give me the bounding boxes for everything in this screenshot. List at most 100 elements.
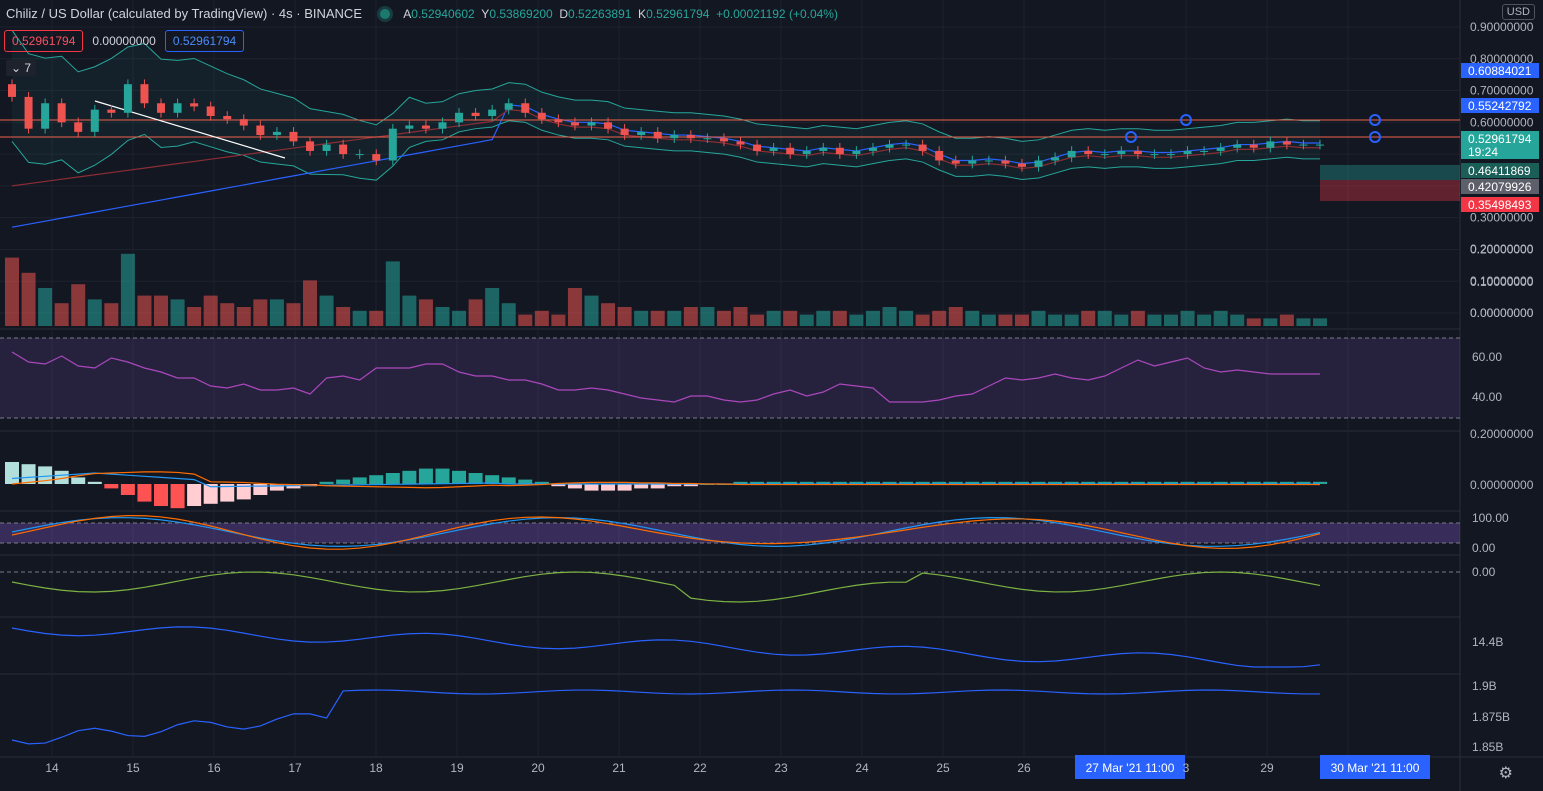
volume-bar xyxy=(5,257,19,326)
bid-pill[interactable]: 0.52961794 xyxy=(4,30,84,52)
price-tick-label: 0.00000000 xyxy=(1470,306,1534,320)
price-tick-label: 0.30000000 xyxy=(1470,211,1534,225)
time-tick-label: 26 xyxy=(1017,761,1031,775)
macd-histogram-bar xyxy=(104,484,119,489)
candle-body xyxy=(272,131,281,136)
candle-body xyxy=(719,138,728,142)
macd-histogram-bar xyxy=(783,481,798,484)
macd-histogram-bar xyxy=(816,481,831,484)
macd-histogram-bar xyxy=(269,484,284,491)
rsi-line xyxy=(11,351,1320,403)
candle-body xyxy=(1034,160,1043,167)
candle-body xyxy=(1150,154,1159,156)
macd-histogram-bar xyxy=(1279,481,1294,484)
candle-body xyxy=(74,122,83,132)
volume-bar xyxy=(716,310,731,326)
volume-bar xyxy=(220,303,235,326)
volume-bar xyxy=(750,314,765,326)
macd-histogram-bar xyxy=(634,484,649,489)
volume-bar xyxy=(1163,314,1178,326)
macd-histogram-bar xyxy=(418,468,433,484)
volume-bar xyxy=(601,303,616,326)
volume-bar xyxy=(1081,310,1096,326)
price-axis-marker-label: 0.42079926 xyxy=(1468,180,1532,194)
volume-bar xyxy=(1296,318,1311,326)
macd-histogram-bar xyxy=(154,484,169,506)
gear-icon[interactable]: ⚙ xyxy=(1498,765,1513,782)
obv-line xyxy=(11,626,1321,668)
candle-body xyxy=(1299,144,1308,146)
indicators-toggle[interactable]: ⌄ 7 xyxy=(6,60,37,76)
candle-body xyxy=(157,103,166,113)
macd-histogram-bar xyxy=(203,484,218,504)
candle-body xyxy=(1051,157,1060,161)
ohlc-change: +0.00021192 (+0.04%) xyxy=(716,7,838,21)
volume-bar xyxy=(501,303,516,326)
volume-bar xyxy=(683,307,698,326)
macd-histogram-bar xyxy=(948,481,963,484)
interval-label[interactable]: 4s xyxy=(278,6,293,21)
candle-body xyxy=(256,125,265,136)
price-axis-marker xyxy=(1461,131,1539,159)
macd-tick-label: 0.00000000 xyxy=(1470,478,1534,492)
volume-bar xyxy=(1048,314,1063,326)
candle-body xyxy=(339,144,348,155)
candle-body xyxy=(686,135,695,139)
candle-body xyxy=(1084,150,1093,155)
candle-body xyxy=(570,122,579,126)
drawing-anchor-handle xyxy=(1369,114,1381,126)
candle-body xyxy=(587,122,596,126)
macd-histogram-bar xyxy=(799,481,814,484)
volume-bar xyxy=(385,261,400,326)
spread-pill: 0.00000000 xyxy=(92,34,156,48)
time-tick-label: 3 xyxy=(1183,761,1190,775)
candle-body xyxy=(239,119,248,126)
macd-histogram-bar xyxy=(501,477,516,484)
candle-body xyxy=(173,103,182,113)
candle-body xyxy=(504,103,513,110)
time-tick-label: 20 xyxy=(531,761,545,775)
macd-histogram-bar xyxy=(1064,481,1079,484)
volume-bar xyxy=(87,299,102,326)
macd-histogram-bar xyxy=(236,484,251,500)
candle-body xyxy=(951,160,960,164)
volume-bar xyxy=(1230,314,1245,326)
macd-histogram-bar xyxy=(1081,481,1096,484)
macd-histogram-bar xyxy=(882,481,897,484)
vol2-tick-label: 1.9B xyxy=(1472,679,1497,693)
candle-body xyxy=(1249,144,1258,148)
volume-bar xyxy=(1313,318,1327,326)
volume-bar xyxy=(1263,318,1278,326)
price-tick-label: 0.20000000 xyxy=(1470,242,1534,256)
ask-pill[interactable]: 0.52961794 xyxy=(164,30,245,52)
volume-bar xyxy=(518,314,533,326)
volume-bar xyxy=(21,272,36,326)
candle-body xyxy=(421,125,430,129)
volume-bar xyxy=(269,299,284,326)
candle-body xyxy=(24,96,33,129)
macd-histogram-bar xyxy=(1130,481,1145,484)
currency-badge[interactable]: USD xyxy=(1501,4,1535,20)
macd-histogram-bar xyxy=(336,479,351,484)
candle-body xyxy=(637,131,646,136)
macd-histogram-bar xyxy=(683,484,698,487)
candle-body xyxy=(306,141,315,151)
volume-bar xyxy=(120,253,135,326)
chevron-down-icon: ⌄ xyxy=(11,61,22,75)
candle-body xyxy=(1216,147,1225,151)
macd-histogram-bar xyxy=(71,477,86,484)
volume-bar xyxy=(1279,314,1294,326)
volume-bar xyxy=(303,280,318,326)
macd-histogram-bar xyxy=(187,484,202,506)
volume-bar xyxy=(1064,314,1079,326)
macd-histogram-bar xyxy=(170,484,185,509)
macd-histogram-bar xyxy=(1197,481,1212,484)
time-crosshair-label: 30 Mar '21 11:00 xyxy=(1331,761,1420,775)
candle-body xyxy=(438,122,447,129)
time-tick-label: 15 xyxy=(126,761,140,775)
macd-histogram-bar xyxy=(220,484,235,502)
macd-histogram-bar xyxy=(998,481,1013,484)
time-tick-label: 25 xyxy=(936,761,950,775)
volume-bar xyxy=(551,314,566,326)
